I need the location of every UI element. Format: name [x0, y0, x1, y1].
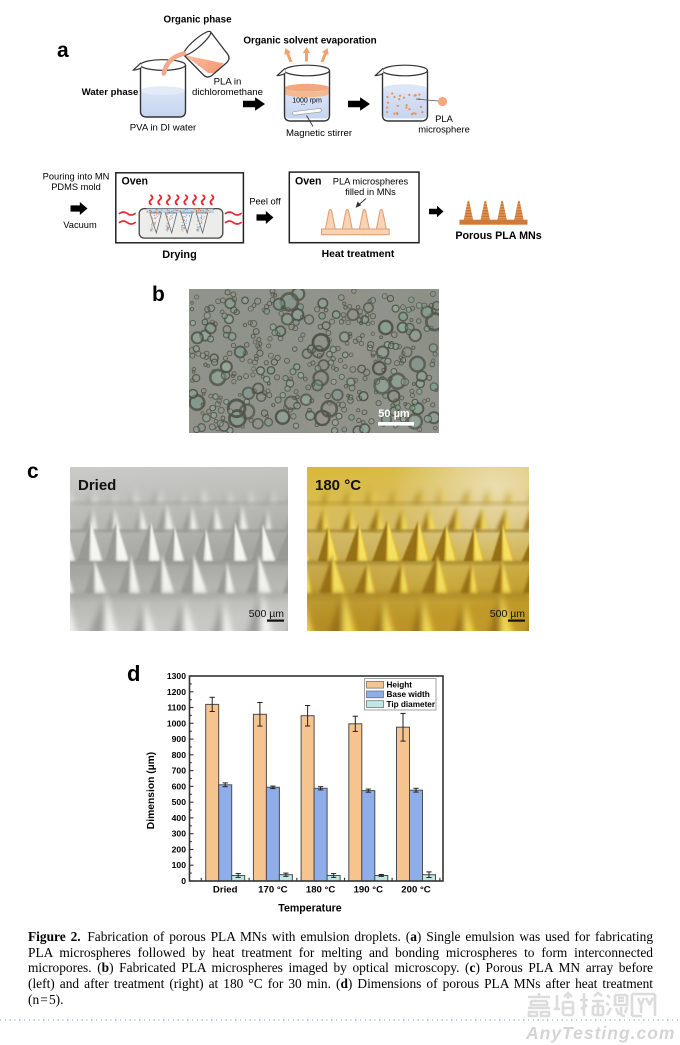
svg-text:190 °C: 190 °C	[354, 885, 384, 896]
svg-text:microsphere: microsphere	[418, 124, 470, 135]
svg-text:Water phase: Water phase	[82, 87, 139, 98]
svg-text:Pouring into MN: Pouring into MN	[43, 172, 110, 182]
svg-text:Height: Height	[387, 680, 413, 689]
svg-text:Dried: Dried	[213, 885, 238, 896]
svg-text:200 °C: 200 °C	[401, 885, 431, 896]
svg-text:Magnetic stirrer: Magnetic stirrer	[286, 128, 353, 139]
svg-text:1200: 1200	[167, 687, 186, 697]
svg-text:100: 100	[172, 860, 187, 870]
svg-text:Base width: Base width	[387, 690, 430, 699]
svg-text:PLA microspheres: PLA microspheres	[333, 176, 409, 186]
svg-text:900: 900	[172, 734, 187, 744]
svg-text:Oven: Oven	[295, 176, 322, 188]
svg-text:Dimension (µm): Dimension (µm)	[146, 752, 157, 829]
svg-text:0: 0	[181, 876, 186, 886]
svg-text:1000 rpm: 1000 rpm	[292, 98, 322, 105]
svg-text:Dried: Dried	[78, 477, 116, 494]
svg-text:1300: 1300	[167, 671, 186, 681]
svg-text:500 µm: 500 µm	[249, 608, 284, 620]
svg-text:Tip diameter: Tip diameter	[387, 700, 436, 709]
svg-text:500 µm: 500 µm	[490, 608, 525, 620]
svg-text:PLA in: PLA in	[214, 77, 242, 88]
svg-text:500: 500	[172, 797, 187, 807]
svg-text:filled in MNs: filled in MNs	[345, 187, 396, 197]
svg-text:Organic solvent evaporation: Organic solvent evaporation	[243, 36, 376, 47]
svg-text:600: 600	[172, 781, 187, 791]
svg-text:400: 400	[172, 813, 187, 823]
svg-text:Heat treatment: Heat treatment	[322, 249, 395, 260]
svg-text:800: 800	[172, 750, 187, 760]
svg-text:170 °C: 170 °C	[258, 885, 288, 896]
svg-text:200: 200	[172, 845, 187, 855]
svg-text:300: 300	[172, 829, 187, 839]
svg-text:Vacuum: Vacuum	[63, 220, 97, 230]
svg-text:180 °C: 180 °C	[306, 885, 336, 896]
svg-text:Peel off: Peel off	[249, 197, 281, 207]
svg-text:PDMS mold: PDMS mold	[51, 182, 101, 192]
svg-text:1100: 1100	[167, 703, 186, 713]
svg-text:Temperature: Temperature	[278, 903, 341, 915]
svg-text:Oven: Oven	[122, 176, 149, 188]
svg-text:700: 700	[172, 766, 187, 776]
svg-text:PVA in DI water: PVA in DI water	[130, 123, 197, 134]
svg-text:Organic phase: Organic phase	[163, 15, 232, 26]
svg-text:Porous PLA MNs: Porous PLA MNs	[455, 230, 541, 242]
svg-text:50 µm: 50 µm	[378, 408, 410, 420]
svg-text:dichloromethane: dichloromethane	[192, 87, 263, 98]
svg-text:180 °C: 180 °C	[315, 477, 361, 494]
svg-text:1000: 1000	[167, 718, 186, 728]
svg-text:PLA: PLA	[435, 113, 453, 124]
svg-text:a: a	[57, 39, 69, 62]
svg-text:d: d	[127, 661, 140, 686]
svg-text:AnyTesting.com: AnyTesting.com	[525, 1023, 675, 1043]
svg-text:Drying: Drying	[162, 249, 197, 261]
